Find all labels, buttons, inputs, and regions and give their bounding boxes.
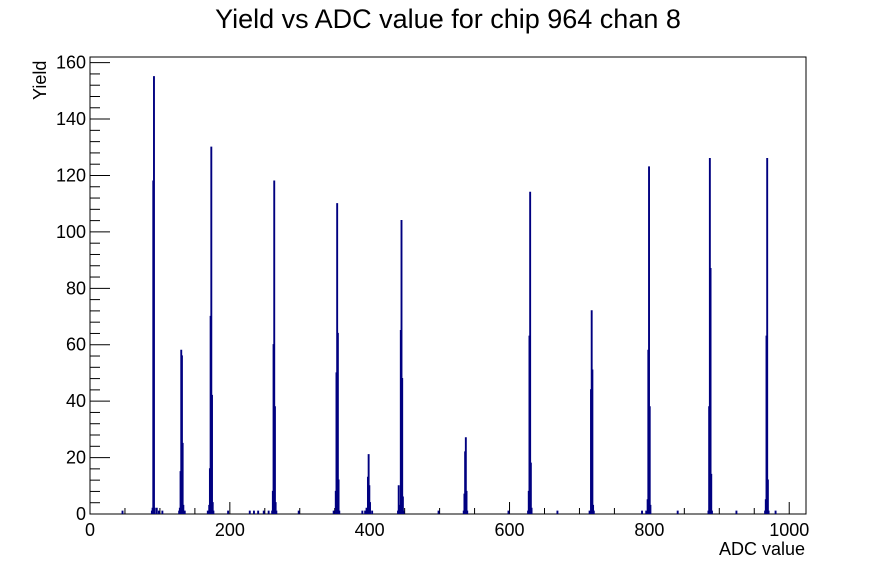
histogram-bin: [735, 510, 738, 514]
histogram-bin: [368, 485, 371, 514]
histogram-bin: [466, 510, 469, 514]
histogram-bin: [641, 510, 643, 514]
histogram-bin: [297, 510, 300, 514]
histogram-bin: [767, 510, 770, 514]
y-tick-label: 0: [76, 504, 86, 524]
histogram-bin: [648, 166, 650, 514]
histogram-bin: [361, 510, 364, 514]
histogram-bin: [206, 510, 209, 514]
histogram-bin: [710, 473, 713, 514]
histogram-bin: [648, 406, 651, 514]
histogram-bin: [153, 76, 155, 514]
x-tick-label: 1000: [769, 520, 809, 540]
x-tick-label: 200: [215, 520, 245, 540]
histogram-bin: [180, 355, 183, 514]
histogram-bin: [400, 220, 403, 514]
histogram-bin: [591, 369, 594, 514]
plot-frame: [89, 56, 807, 515]
histogram-bin: [212, 510, 215, 514]
histogram-bin: [273, 406, 276, 514]
axis-ticks: 0 200 400 600 800 1000 0 20 40 60 80 100 120 140 160: [56, 53, 809, 540]
histogram-bin: [210, 146, 213, 514]
histogram-bin: [676, 510, 679, 514]
y-tick-label: 60: [66, 335, 86, 355]
histogram-bin: [437, 510, 440, 514]
histogram-bin: [155, 507, 158, 514]
histogram-bin: [556, 510, 559, 514]
y-tick-label: 140: [56, 109, 86, 129]
histogram-bin: [273, 180, 276, 514]
histogram-bin: [257, 510, 260, 514]
histogram-bin: [592, 510, 595, 514]
histogram-bin: [711, 510, 713, 514]
y-tick-label: 40: [66, 391, 86, 411]
chart-title: Yield vs ADC value for chip 964 chan 8: [215, 4, 681, 34]
histogram-bin: [181, 442, 184, 514]
histogram-bin: [402, 510, 405, 514]
y-tick-label: 100: [56, 222, 86, 242]
histogram-bin: [267, 510, 270, 514]
histogram-bin: [211, 502, 214, 514]
histogram-bin: [401, 377, 404, 514]
histogram-bin: [262, 510, 265, 514]
histogram-bin: [253, 510, 255, 514]
x-tick-label: 400: [355, 520, 385, 540]
histogram-bin: [397, 485, 400, 514]
histogram-bars: [121, 76, 777, 514]
histogram-bin: [766, 157, 769, 514]
histogram-bin: [336, 332, 339, 514]
histogram-bin: [365, 507, 368, 514]
histogram-bin: [338, 510, 341, 514]
histogram-bin: [709, 267, 712, 514]
histogram-bin: [465, 490, 468, 514]
y-tick-label: 120: [56, 165, 86, 185]
histogram-bin: [182, 504, 185, 514]
histogram-bin: [153, 507, 156, 514]
x-axis-label: ADC value: [719, 539, 805, 559]
histogram-bin: [332, 510, 335, 514]
histogram-bin: [157, 510, 160, 514]
histogram-bin: [592, 504, 595, 514]
histogram-bin: [766, 479, 769, 514]
x-tick-label: 800: [634, 520, 664, 540]
histogram-bin: [530, 507, 533, 514]
histogram-bin: [529, 462, 532, 514]
histogram-bin: [398, 504, 401, 514]
y-tick-label: 20: [66, 448, 86, 468]
histogram-bin: [183, 510, 186, 514]
histogram-bin: [274, 502, 277, 514]
histogram-bin: [507, 510, 510, 514]
histogram-bin: [649, 504, 652, 514]
histogram-bin: [275, 510, 278, 514]
y-tick-label: 160: [56, 53, 86, 73]
y-axis-label: Yield: [30, 61, 50, 100]
histogram-bin: [367, 454, 370, 514]
y-tick-label: 80: [66, 278, 86, 298]
x-tick-label: 0: [85, 520, 95, 540]
histogram-bin: [369, 502, 371, 514]
histogram-bin: [337, 479, 340, 514]
histogram-bin: [464, 437, 467, 514]
histogram-bin: [161, 510, 164, 514]
histogram-bin: [529, 191, 532, 514]
histogram-bin: [401, 496, 404, 514]
histogram-bin: [774, 510, 777, 514]
histogram-bin: [248, 510, 251, 514]
histogram-bin: [121, 510, 124, 514]
x-tick-label: 600: [495, 520, 525, 540]
histogram-bin: [227, 510, 230, 514]
histogram-bin: [588, 510, 591, 514]
histogram-bin: [364, 510, 367, 514]
histogram-bin: [211, 394, 213, 514]
histogram-bin: [371, 510, 374, 514]
histogram-bin: [645, 510, 648, 514]
